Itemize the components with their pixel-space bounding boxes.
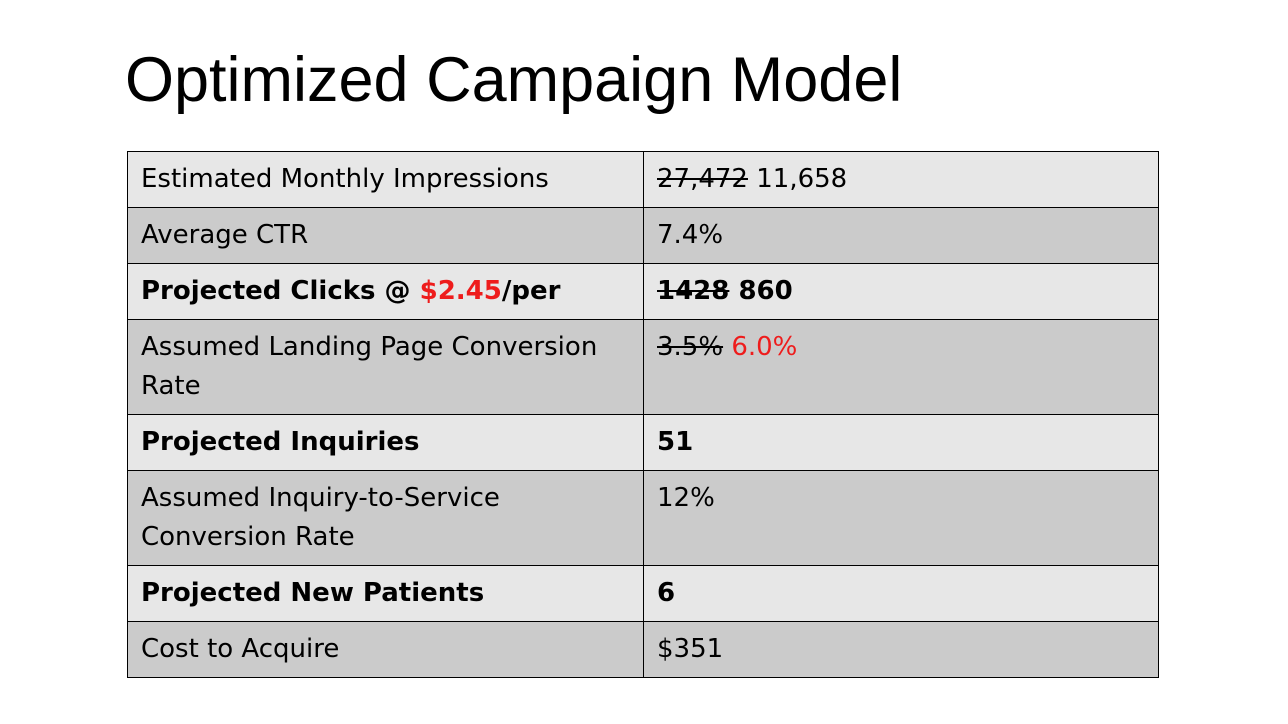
row-label: Assumed Inquiry-to-Service Conversion Ra… (127, 470, 644, 566)
row-label: Average CTR (127, 207, 644, 264)
current-value: 12% (657, 483, 715, 513)
slide-title: Optimized Campaign Model (125, 45, 903, 115)
label-text: Projected New Patients (141, 578, 485, 608)
current-value: 51 (657, 427, 694, 457)
previous-value: 1428 (657, 276, 730, 306)
table-row-clicks: Projected Clicks @ $2.45/per 1428 860 (127, 263, 1159, 320)
table-row-inquiries: Projected Inquiries 51 (127, 414, 1159, 471)
campaign-model-table: Estimated Monthly Impressions 27,472 11,… (127, 151, 1159, 678)
row-label: Assumed Landing Page Conversion Rate (127, 319, 644, 415)
row-label: Projected Clicks @ $2.45/per (127, 263, 644, 320)
previous-value: 27,472 (657, 164, 748, 194)
label-text: Estimated Monthly Impressions (141, 164, 549, 194)
table-row-ctr: Average CTR 7.4% (127, 207, 1159, 264)
row-value: 3.5% 6.0% (643, 319, 1159, 415)
table-row-service-conversion: Assumed Inquiry-to-Service Conversion Ra… (127, 470, 1159, 566)
row-value: 27,472 11,658 (643, 151, 1159, 208)
current-value: 7.4% (657, 220, 724, 250)
row-label: Projected New Patients (127, 565, 644, 622)
label-text: Average CTR (141, 220, 309, 250)
row-label: Projected Inquiries (127, 414, 644, 471)
row-value: 7.4% (643, 207, 1159, 264)
previous-value: 3.5% (657, 332, 724, 362)
row-value: 51 (643, 414, 1159, 471)
row-value: 6 (643, 565, 1159, 622)
label-prefix: Projected Clicks @ (141, 276, 420, 306)
table-row-cost-to-acquire: Cost to Acquire $351 (127, 621, 1159, 678)
current-value: 6 (657, 578, 676, 608)
row-value: 1428 860 (643, 263, 1159, 320)
row-value: $351 (643, 621, 1159, 678)
table-row-new-patients: Projected New Patients 6 (127, 565, 1159, 622)
current-value: 6.0% (731, 332, 798, 362)
label-text: Assumed Inquiry-to-Service Conversion Ra… (141, 483, 500, 552)
table-row-landing-conversion: Assumed Landing Page Conversion Rate 3.5… (127, 319, 1159, 415)
current-value: 860 (738, 276, 793, 306)
row-value: 12% (643, 470, 1159, 566)
label-text: Projected Inquiries (141, 427, 420, 457)
row-label: Cost to Acquire (127, 621, 644, 678)
current-value: $351 (657, 634, 724, 664)
row-label: Estimated Monthly Impressions (127, 151, 644, 208)
table-row-impressions: Estimated Monthly Impressions 27,472 11,… (127, 151, 1159, 208)
label-text: Assumed Landing Page Conversion Rate (141, 332, 598, 401)
label-suffix: /per (501, 276, 561, 306)
label-text: Cost to Acquire (141, 634, 340, 664)
cost-per-click: $2.45 (419, 276, 502, 306)
current-value: 11,658 (756, 164, 848, 194)
